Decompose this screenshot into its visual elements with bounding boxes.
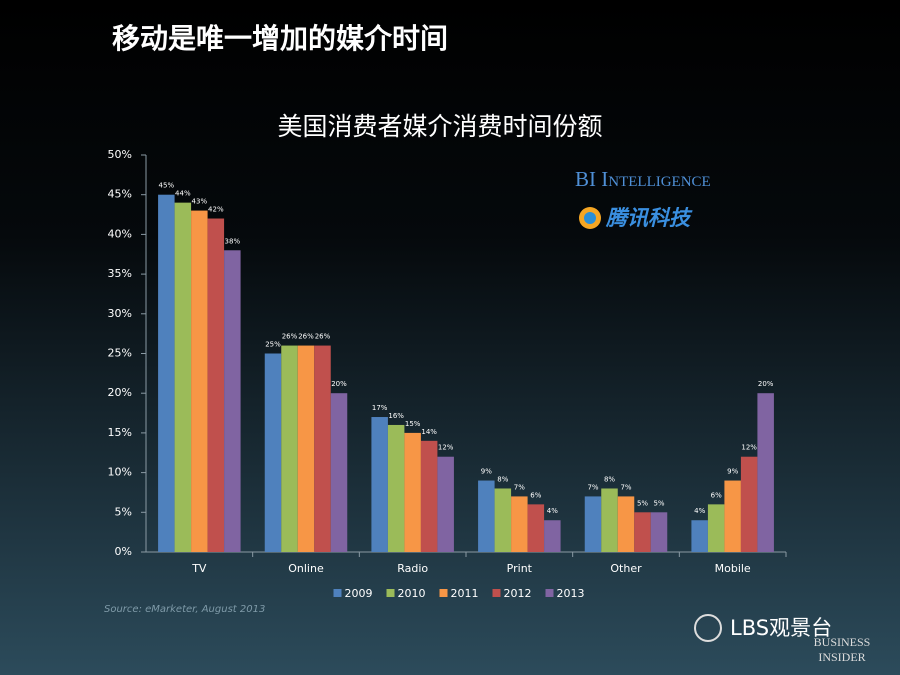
legend-swatch (439, 589, 448, 597)
value-label: 8% (497, 475, 508, 483)
value-label: 12% (438, 444, 454, 452)
y-tick-label: 5% (115, 505, 132, 518)
bar (297, 345, 315, 552)
x-tick-label: Print (507, 562, 533, 575)
x-tick-label: Other (610, 562, 642, 575)
value-label: 26% (298, 333, 314, 341)
value-label: 26% (315, 333, 331, 341)
bar (387, 424, 405, 552)
value-label: 26% (282, 333, 298, 341)
y-tick-label: 0% (115, 545, 132, 558)
value-label: 16% (388, 412, 404, 420)
value-label: 25% (265, 341, 281, 349)
value-label: 7% (620, 483, 631, 491)
value-label: 45% (159, 182, 175, 190)
legend-swatch (386, 589, 395, 597)
bar (478, 480, 495, 552)
bar (371, 417, 388, 552)
legend-swatch (492, 589, 501, 597)
wechat-icon (694, 614, 722, 642)
bar (437, 456, 454, 552)
bar (740, 456, 758, 552)
bar (404, 432, 421, 552)
bar (494, 488, 512, 552)
slide-title: 移动是唯一增加的媒介时间 (112, 22, 448, 55)
value-label: 38% (225, 237, 241, 245)
legend-swatch (545, 589, 554, 597)
value-label: 5% (637, 499, 648, 507)
bar (207, 218, 225, 552)
bar (330, 393, 348, 552)
x-tick-label: TV (191, 562, 207, 575)
bar (650, 512, 668, 552)
value-label: 15% (405, 420, 421, 428)
bi-logo: BI Intelligence (575, 167, 711, 191)
legend-label: 2013 (557, 587, 585, 600)
bar (281, 345, 298, 552)
bar (224, 250, 241, 552)
source: Source: eMarketer, August 2013 (104, 604, 265, 615)
value-label: 6% (530, 491, 541, 499)
wechat-label: LBS观景台 (730, 616, 832, 640)
bar (584, 496, 602, 552)
y-tick-label: 10% (108, 466, 132, 479)
bar (511, 496, 528, 552)
bar (158, 194, 175, 552)
bar (691, 520, 708, 552)
legend-swatch (333, 589, 342, 597)
tencent-logo: 腾讯科技 (605, 206, 693, 230)
bar (707, 504, 725, 552)
value-label: 4% (694, 507, 705, 515)
value-label: 5% (653, 499, 664, 507)
bar (617, 496, 635, 552)
x-tick-label: Online (288, 562, 324, 575)
bar (724, 480, 741, 552)
bar (264, 353, 282, 552)
y-tick-label: 45% (108, 188, 132, 201)
value-label: 44% (175, 190, 191, 198)
value-label: 9% (481, 468, 492, 476)
value-label: 43% (192, 198, 208, 206)
y-tick-label: 20% (108, 386, 132, 399)
value-label: 17% (372, 404, 388, 412)
bar (544, 520, 561, 552)
legend-label: 2010 (398, 587, 426, 600)
x-tick-label: Mobile (715, 562, 751, 575)
y-tick-label: 25% (108, 347, 132, 360)
bar (314, 345, 331, 552)
value-label: 20% (758, 380, 774, 388)
bar (174, 202, 192, 552)
bar (634, 512, 651, 552)
value-label: 9% (727, 468, 738, 476)
value-label: 6% (711, 491, 722, 499)
legend-label: 2012 (504, 587, 532, 600)
value-label: 12% (741, 444, 757, 452)
value-label: 14% (421, 428, 437, 436)
tencent-icon-inner (584, 212, 596, 224)
bar (601, 488, 618, 552)
legend-label: 2009 (345, 587, 373, 600)
y-tick-label: 30% (108, 307, 132, 320)
value-label: 7% (587, 483, 598, 491)
value-label: 8% (604, 475, 615, 483)
y-tick-label: 35% (108, 267, 132, 280)
legend-label: 2011 (451, 587, 479, 600)
y-tick-label: 15% (108, 426, 132, 439)
bi-wordmark: BUSINESS (814, 635, 871, 649)
value-label: 20% (331, 380, 347, 388)
value-label: 7% (514, 483, 525, 491)
y-tick-label: 50% (108, 148, 132, 161)
bar (191, 210, 208, 552)
value-label: 4% (547, 507, 558, 515)
y-tick-label: 40% (108, 227, 132, 240)
bi-wordmark: INSIDER (818, 650, 865, 664)
bar (420, 440, 438, 552)
chart-title: 美国消费者媒介消费时间份额 (277, 112, 602, 141)
x-tick-label: Radio (397, 562, 428, 575)
value-label: 42% (208, 206, 224, 214)
bar (527, 504, 545, 552)
bar (757, 393, 774, 552)
